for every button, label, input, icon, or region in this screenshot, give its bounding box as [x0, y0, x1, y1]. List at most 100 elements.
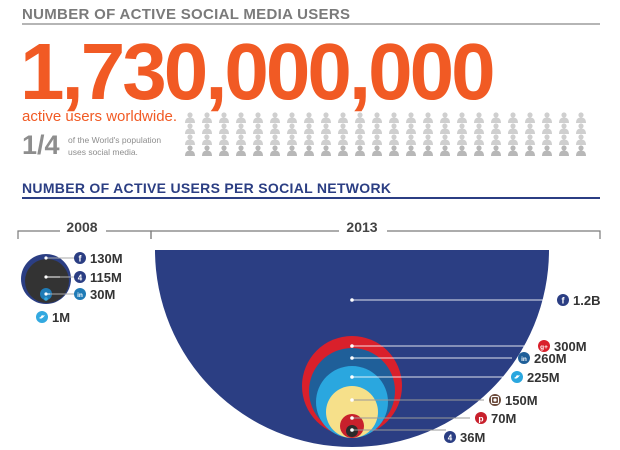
- value-2013-googleplus: 300M: [554, 339, 587, 354]
- person-icon: [202, 134, 212, 145]
- value-2008-foursquare: 115M: [90, 270, 122, 285]
- headline: NUMBER OF ACTIVE SOCIAL MEDIA USERS: [22, 6, 351, 23]
- person-icon: [423, 134, 433, 145]
- person-icon: [202, 112, 212, 123]
- person-icon: [321, 145, 331, 156]
- person-icon: [355, 123, 365, 134]
- person-icon: [406, 145, 416, 156]
- person-icon: [219, 112, 229, 123]
- value-2013-instagram: 150M: [505, 393, 538, 408]
- person-icon: [508, 134, 518, 145]
- svg-text:f: f: [79, 254, 83, 264]
- person-icon: [474, 123, 484, 134]
- person-icon: [423, 123, 433, 134]
- person-icon: [440, 134, 450, 145]
- bubble-2008-foursquare: [25, 259, 69, 303]
- value-2008-twitter: 1M: [52, 310, 70, 325]
- person-icon: [304, 145, 314, 156]
- person-icon: [389, 134, 399, 145]
- person-icon: [321, 134, 331, 145]
- person-icon: [576, 123, 586, 134]
- population-people-icons: [185, 112, 586, 156]
- total-users-number: 1,730,000,000: [20, 27, 496, 116]
- svg-text:in: in: [77, 292, 83, 299]
- person-icon: [372, 134, 382, 145]
- person-icon: [236, 134, 246, 145]
- person-icon: [355, 112, 365, 123]
- svg-text:4: 4: [448, 434, 453, 443]
- person-icon: [270, 134, 280, 145]
- person-icon: [202, 145, 212, 156]
- person-icon: [355, 145, 365, 156]
- person-icon: [270, 123, 280, 134]
- person-icon: [474, 134, 484, 145]
- svg-text:f: f: [562, 296, 566, 306]
- year-2013-label: 2013: [346, 219, 377, 235]
- person-icon: [457, 123, 467, 134]
- value-2008-facebook: 130M: [90, 251, 123, 266]
- person-icon: [253, 145, 263, 156]
- person-icon: [372, 123, 382, 134]
- person-icon: [287, 123, 297, 134]
- person-icon: [491, 134, 501, 145]
- population-fraction-note: of the World's population uses social me…: [68, 135, 162, 157]
- person-icon: [219, 145, 229, 156]
- foursquare-icon: [74, 271, 86, 283]
- person-icon: [559, 123, 569, 134]
- person-icon: [508, 112, 518, 123]
- person-icon: [389, 145, 399, 156]
- person-icon: [491, 145, 501, 156]
- person-icon: [185, 123, 195, 134]
- person-icon: [287, 112, 297, 123]
- network-users-chart: 2008 2013 f 130M 4 115M in 30M 1M: [17, 219, 601, 447]
- person-icon: [389, 112, 399, 123]
- foursquare-icon: [444, 431, 456, 443]
- person-icon: [270, 112, 280, 123]
- linkedin-icon: [74, 288, 86, 300]
- person-icon: [576, 134, 586, 145]
- person-icon: [321, 123, 331, 134]
- year-2008-label: 2008: [66, 219, 97, 235]
- person-icon: [321, 112, 331, 123]
- person-icon: [406, 134, 416, 145]
- person-icon: [525, 112, 535, 123]
- total-users-caption: active users worldwide.: [22, 108, 178, 125]
- year-2008-backdrop: [60, 219, 106, 239]
- google-plus-icon: [538, 340, 550, 352]
- person-icon: [491, 123, 501, 134]
- person-icon: [440, 112, 450, 123]
- person-icon: [457, 145, 467, 156]
- value-2013-facebook: 1.2B: [573, 293, 600, 308]
- person-icon: [508, 145, 518, 156]
- person-icon: [304, 123, 314, 134]
- person-icon: [525, 134, 535, 145]
- person-icon: [185, 112, 195, 123]
- person-icon: [338, 134, 348, 145]
- person-icon: [457, 112, 467, 123]
- person-icon: [253, 112, 263, 123]
- value-2013-pinterest: 70M: [491, 411, 516, 426]
- value-2013-twitter: 225M: [527, 370, 560, 385]
- person-icon: [219, 123, 229, 134]
- person-icon: [304, 112, 314, 123]
- population-fraction: 1/4: [22, 130, 60, 160]
- person-icon: [491, 112, 501, 123]
- person-icon: [338, 112, 348, 123]
- person-icon: [576, 145, 586, 156]
- facebook-icon: [74, 252, 86, 264]
- value-2013-linkedin: 260M: [534, 351, 567, 366]
- svg-text:4: 4: [78, 274, 83, 283]
- person-icon: [423, 112, 433, 123]
- person-icon: [525, 145, 535, 156]
- person-icon: [219, 134, 229, 145]
- person-icon: [525, 123, 535, 134]
- person-icon: [185, 134, 195, 145]
- person-icon: [406, 112, 416, 123]
- person-icon: [559, 145, 569, 156]
- person-icon: [474, 112, 484, 123]
- value-2008-linkedin: 30M: [90, 287, 115, 302]
- person-icon: [253, 134, 263, 145]
- person-icon: [542, 134, 552, 145]
- person-icon: [389, 123, 399, 134]
- person-icon: [559, 112, 569, 123]
